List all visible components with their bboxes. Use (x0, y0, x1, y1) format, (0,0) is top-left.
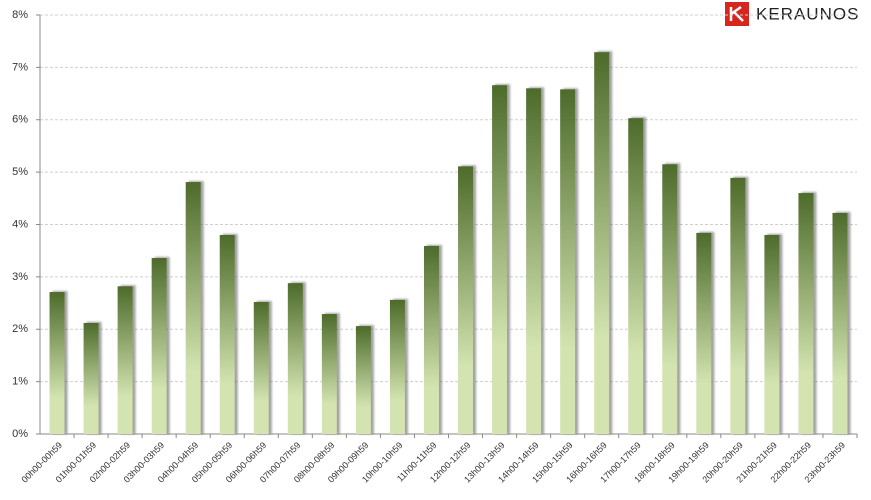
bar (560, 89, 576, 434)
bar (696, 232, 712, 434)
y-tick-label: 6% (12, 114, 28, 126)
bar (628, 118, 644, 435)
bar (151, 258, 167, 434)
bar (321, 314, 337, 434)
bar (83, 322, 99, 434)
y-tick-label: 3% (12, 271, 28, 283)
bar (253, 302, 269, 434)
y-tick-label: 2% (12, 323, 28, 335)
y-tick-label: 7% (12, 61, 28, 73)
bar (389, 299, 405, 434)
y-tick-label: 8% (12, 9, 28, 21)
bar (492, 85, 508, 435)
bar (730, 177, 746, 435)
y-tick-label: 4% (12, 218, 28, 230)
bar (219, 234, 235, 434)
logo-icon-glyph (729, 5, 744, 22)
bar (185, 182, 201, 434)
bar (594, 52, 610, 434)
bar (355, 326, 371, 434)
bar (423, 245, 439, 434)
bar (662, 164, 678, 435)
bar (287, 283, 303, 434)
bar (458, 166, 474, 434)
bar (117, 286, 133, 434)
y-tick-label: 5% (12, 166, 28, 178)
logo-text: KERAUNOS (756, 4, 859, 23)
bar (526, 88, 542, 434)
logo: KERAUNOS (725, 2, 859, 26)
bar (798, 193, 814, 434)
y-tick-label: 0% (12, 428, 28, 440)
bar (764, 234, 780, 434)
y-tick-label: 1% (12, 376, 28, 388)
bar (832, 212, 848, 434)
bar (49, 292, 65, 434)
